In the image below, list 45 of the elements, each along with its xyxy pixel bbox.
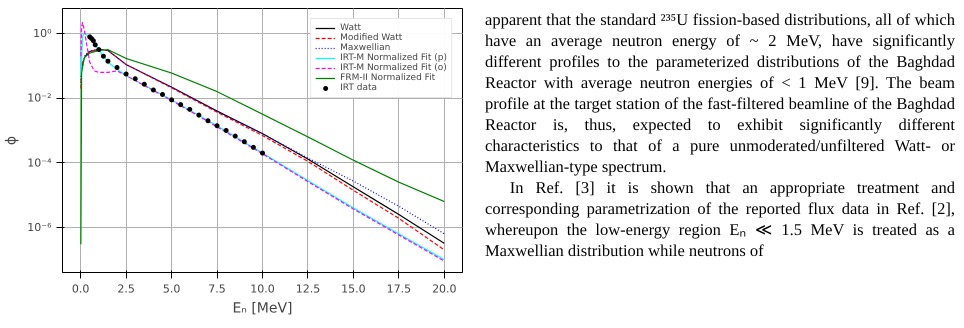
point [124,72,129,77]
point [260,150,265,156]
y-axis-title: ϕ [3,136,20,146]
point [160,92,165,98]
point [96,47,102,52]
text: apparent that the standard ²³⁵U fission-based distributions, all of which have an average neutron energy of ~ 2 MeV, have significantly different profiles to the parameterized distributions of the Baghdad Reactor with average neutron energies of < 1 MeV [9]. The beam profile at the target station of the fast-filtered beamline of the Baghdad Reactor is, thus, expected to exhibit significantly different characteristics to that of a pure unmoderated/unfiltered Watt- or Maxwellian-type spectrum. [485,9,955,177]
point [196,112,202,118]
y-tick-label: 10⁻⁶ [27,220,52,234]
point [224,128,229,133]
point [105,58,110,64]
point [169,97,174,102]
point [205,118,210,124]
x-tick-label: 10.0 [250,282,275,296]
point [242,139,247,144]
x-tick-label: 5.0 [162,282,180,296]
point [232,134,238,139]
point [100,54,106,59]
point [178,102,184,108]
point [132,76,138,82]
x-tick-label: 12.5 [296,282,320,296]
point [150,87,156,92]
point [92,42,98,48]
legend-label: FRM-II Normalized Fit [340,73,436,83]
legend-label: IRT-M Normalized Fit (p) [340,53,447,63]
y-tick-label: 10⁻² [27,92,52,105]
x-tick-label: 20.0 [432,282,457,296]
x-tick-label: 15.0 [341,282,366,296]
point [250,144,256,150]
point [187,106,192,112]
legend-label: IRT-M Normalized Fit (o) [340,63,447,73]
point [142,82,147,87]
point [214,123,220,128]
y-tick-label: 10⁰ [33,27,52,40]
x-tick-label: 7.5 [208,282,226,296]
text: In Ref. [3] it is shown that an appropriate treatment and corresponding parametrization of the reported flux data in Ref. [2], whereupon the low-energy region Eₙ ≪ 1.5 MeV is treated as a Maxwellian distribution while neutrons of [485,177,955,261]
x-tick-label: 17.5 [386,282,412,296]
x-tick-label: 0.0 [72,282,90,296]
legend-label: Modified Watt [340,33,402,43]
y-tick-label: 10⁻⁴ [27,156,52,170]
x-axis-title: Eₙ [MeV] [232,300,293,316]
x-tick-label: 2.5 [117,282,135,296]
legend-label: IRT data [340,83,378,93]
legend-label: Maxwellian [340,43,390,53]
point [114,65,120,70]
legend-label: Watt [340,23,362,33]
